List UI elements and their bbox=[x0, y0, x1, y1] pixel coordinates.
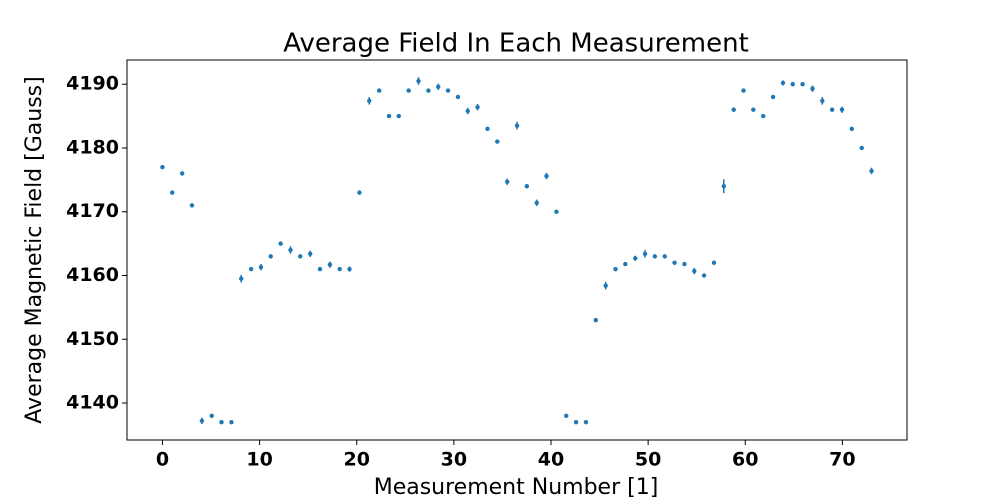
data-point bbox=[229, 419, 234, 425]
data-point bbox=[869, 168, 874, 174]
data-point bbox=[406, 88, 411, 93]
data-point bbox=[564, 413, 569, 418]
data-point bbox=[573, 419, 579, 425]
data-point bbox=[761, 113, 766, 119]
y-tick-label: 4180 bbox=[66, 136, 119, 158]
data-point bbox=[780, 80, 786, 86]
data-point bbox=[189, 203, 195, 208]
data-point bbox=[367, 98, 372, 104]
data-point bbox=[396, 113, 401, 119]
data-point bbox=[751, 107, 756, 112]
data-point bbox=[692, 268, 697, 274]
data-point bbox=[170, 190, 175, 195]
y-tick-label: 4160 bbox=[66, 264, 119, 286]
data-point bbox=[770, 94, 776, 100]
data-point bbox=[524, 184, 530, 189]
data-point bbox=[859, 145, 864, 151]
data-point bbox=[199, 418, 205, 424]
data-point bbox=[642, 251, 648, 257]
data-point bbox=[376, 88, 382, 93]
data-point bbox=[239, 276, 244, 281]
data-point bbox=[603, 283, 608, 288]
data-point bbox=[209, 413, 214, 418]
data-point bbox=[633, 256, 638, 261]
x-tick-label: 60 bbox=[732, 449, 758, 471]
data-point bbox=[593, 317, 598, 323]
data-point bbox=[416, 78, 421, 84]
data-point bbox=[613, 266, 618, 272]
data-point bbox=[731, 107, 736, 112]
data-point bbox=[475, 104, 480, 110]
x-tick-label: 40 bbox=[538, 449, 564, 471]
x-tick-label: 10 bbox=[246, 449, 272, 471]
data-point bbox=[337, 266, 342, 272]
x-tick-label: 50 bbox=[635, 449, 661, 471]
data-point bbox=[436, 84, 441, 89]
y-tick-label: 4150 bbox=[66, 328, 119, 350]
data-point bbox=[258, 265, 264, 270]
data-point bbox=[307, 251, 313, 257]
data-point bbox=[790, 82, 795, 87]
data-point bbox=[682, 261, 687, 267]
plot-frame bbox=[126, 59, 908, 441]
data-point bbox=[514, 123, 520, 128]
data-point bbox=[534, 200, 539, 206]
data-point bbox=[327, 262, 333, 267]
x-axis-label: Measurement Number [1] bbox=[374, 475, 659, 500]
data-point bbox=[623, 261, 628, 267]
x-tick-label: 0 bbox=[156, 449, 169, 471]
data-point bbox=[711, 260, 717, 265]
data-point bbox=[800, 82, 805, 87]
y-tick-label: 4190 bbox=[66, 73, 119, 95]
data-point bbox=[219, 419, 224, 425]
data-point bbox=[721, 184, 727, 189]
data-point bbox=[160, 164, 165, 170]
data-point bbox=[445, 88, 451, 93]
data-point bbox=[317, 266, 323, 272]
data-point bbox=[829, 107, 835, 112]
data-point bbox=[820, 98, 825, 104]
data-point bbox=[278, 241, 283, 246]
data-point bbox=[583, 419, 589, 425]
chart-title: Average Field In Each Measurement bbox=[283, 29, 749, 59]
y-tick-label: 4170 bbox=[66, 200, 119, 222]
data-point bbox=[386, 113, 392, 119]
data-point bbox=[662, 254, 667, 259]
data-point bbox=[741, 88, 746, 93]
data-point bbox=[810, 86, 815, 91]
data-point bbox=[495, 139, 500, 144]
y-axis-label: Average Magnetic Field [Gauss] bbox=[22, 76, 47, 423]
data-point bbox=[268, 254, 273, 259]
data-point bbox=[288, 247, 293, 253]
data-point bbox=[426, 88, 431, 93]
data-point bbox=[652, 254, 658, 259]
data-point bbox=[455, 94, 461, 100]
data-point bbox=[701, 273, 707, 278]
data-point bbox=[357, 190, 362, 195]
data-point bbox=[465, 108, 470, 114]
data-point bbox=[672, 260, 677, 265]
x-tick-label: 70 bbox=[829, 449, 855, 471]
data-point bbox=[298, 254, 303, 259]
data-point bbox=[347, 266, 352, 272]
data-point bbox=[179, 171, 185, 176]
data-point bbox=[839, 107, 845, 112]
data-point bbox=[849, 126, 855, 132]
data-point bbox=[544, 173, 549, 179]
data-point bbox=[485, 126, 490, 132]
data-point bbox=[554, 209, 559, 214]
data-point bbox=[504, 179, 510, 184]
data-point bbox=[248, 266, 254, 272]
x-tick-label: 20 bbox=[343, 449, 369, 471]
x-tick-label: 30 bbox=[441, 449, 467, 471]
y-tick-label: 4140 bbox=[66, 392, 119, 414]
